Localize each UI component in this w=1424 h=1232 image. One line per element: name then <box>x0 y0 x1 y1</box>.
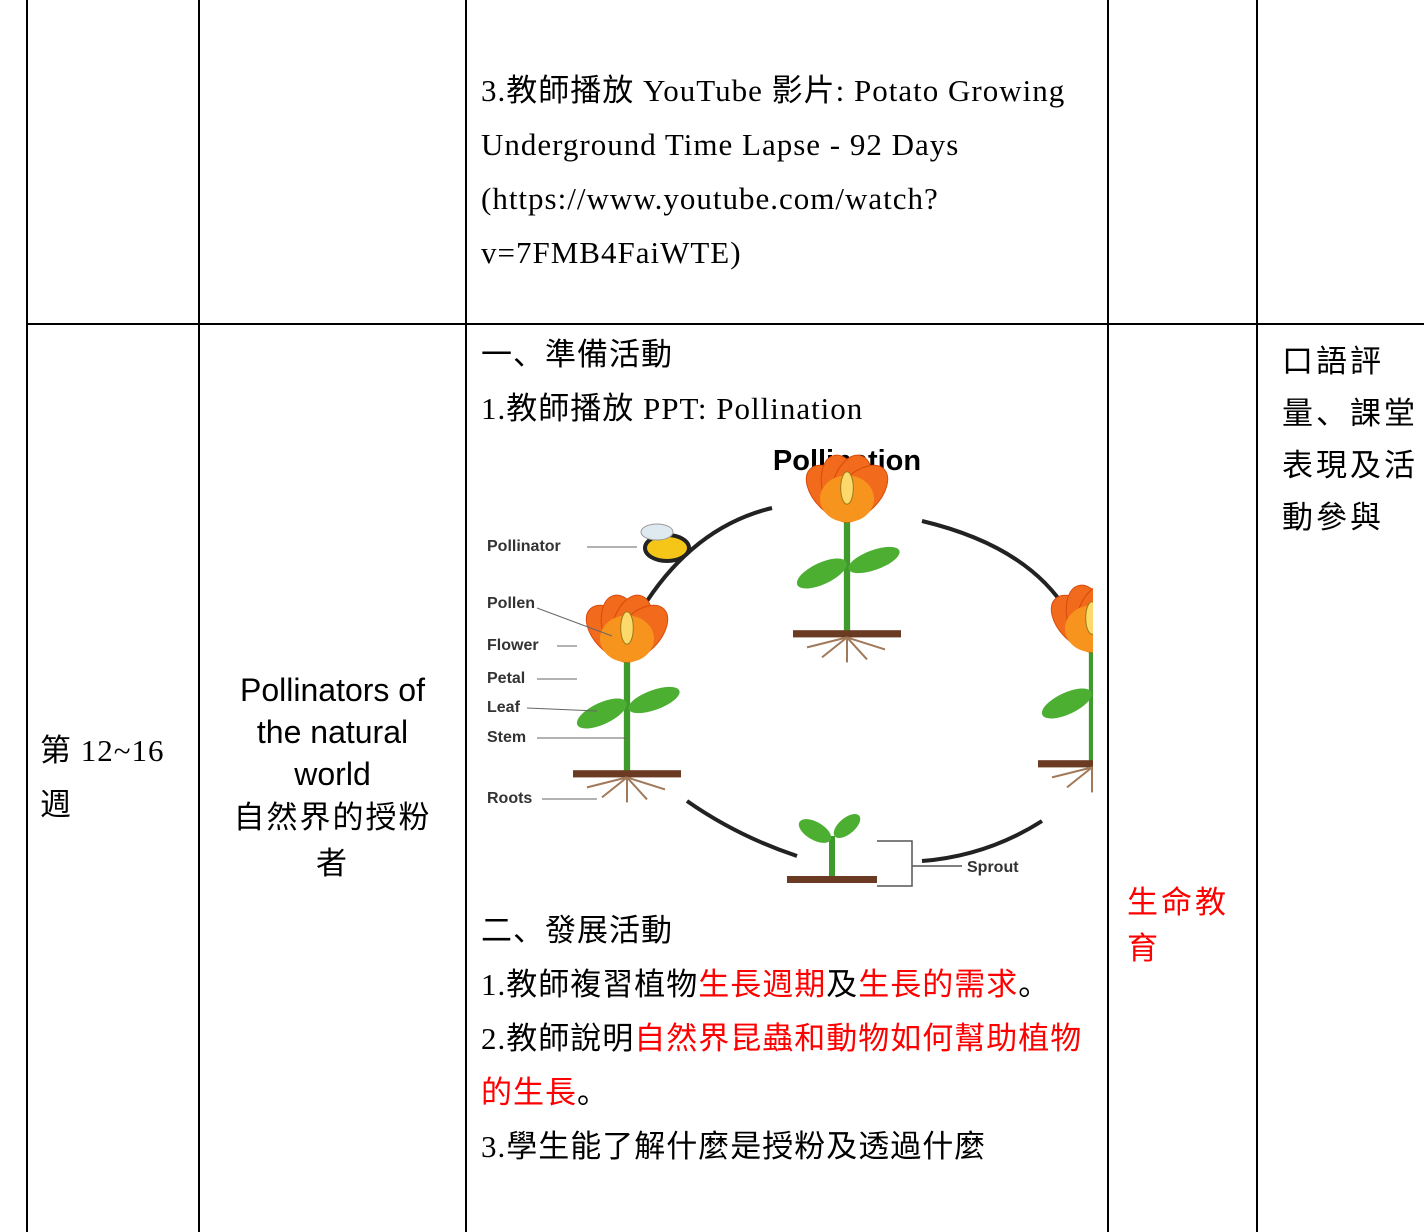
figure-label: Sprout <box>967 859 1019 876</box>
topic-en: Pollinators of the natural world <box>240 672 425 792</box>
paragraph: 2.教師說明自然界昆蟲和動物如何幫助植物的生長。 <box>467 1012 1107 1120</box>
soil <box>1038 760 1093 768</box>
cell <box>1256 0 1424 325</box>
text-run: 2.教師說明 <box>481 1021 635 1056</box>
cell: 生命教育 <box>1107 324 1256 1232</box>
leaf <box>848 546 900 574</box>
paragraph: 二、發展活動 <box>467 904 1107 958</box>
arrow <box>645 506 773 603</box>
text-run: 二、發展活動 <box>481 913 673 948</box>
soil <box>787 876 877 883</box>
paragraph: 一、準備活動 <box>467 324 1107 382</box>
leader-line <box>536 607 613 637</box>
pistil <box>840 471 854 505</box>
paragraph: 1.教師複習植物生長週期及生長的需求。 <box>467 958 1107 1012</box>
cell <box>1107 0 1256 325</box>
cell <box>198 0 465 325</box>
roots <box>806 636 886 663</box>
cell: 第 12~16 週 <box>26 324 198 1232</box>
text-run: 生長的需求 <box>858 967 1019 1002</box>
figure-label: Leaf <box>487 699 521 716</box>
leaf <box>833 814 861 838</box>
pistil <box>1085 601 1093 635</box>
cell <box>26 0 198 325</box>
figure-label: Petal <box>487 670 525 687</box>
issue: 生命教育 <box>1127 885 1229 966</box>
assessment: 口語評量、課堂表現及活動參與 <box>1282 344 1418 535</box>
topic-zh: 自然界的授粉者 <box>233 800 432 881</box>
topic: Pollinators of the natural world 自然界的授粉者 <box>200 324 465 1232</box>
text-run: 3.教師播放 YouTube 影片: Potato Growing Underg… <box>481 73 1066 270</box>
leaf <box>628 686 680 714</box>
week: 第 12~16 週 <box>40 733 165 822</box>
text-run: 生長週期 <box>698 967 827 1002</box>
text-run: 1.教師複習植物 <box>481 967 699 1002</box>
bee-wing <box>640 523 674 541</box>
text-run: 。 <box>1018 967 1051 1002</box>
paragraph: 3.學生能了解什麼是授粉及透過什麼 <box>467 1120 1107 1174</box>
paragraph: 3.教師播放 YouTube 影片: Potato Growing Underg… <box>467 0 1107 280</box>
soil <box>573 770 681 778</box>
figure-label: Pollinator <box>487 538 561 555</box>
text-run: 3.學生能了解什麼是授粉及透過什麼 <box>481 1129 987 1164</box>
cell: 3.教師播放 YouTube 影片: Potato Growing Underg… <box>465 0 1107 325</box>
figure-label: Pollen <box>487 595 535 612</box>
arrow <box>921 519 1069 613</box>
bracket <box>877 840 962 887</box>
figure-label: Stem <box>487 729 526 746</box>
leaf <box>796 558 847 589</box>
leaf <box>1041 688 1092 719</box>
figure: PollinationPollinatorPollenFlowerPetalLe… <box>487 445 1093 887</box>
soil <box>793 630 901 638</box>
roots <box>586 776 666 803</box>
text-run: 1.教師播放 PPT: Pollination <box>481 391 864 426</box>
figure-label: Roots <box>487 790 532 807</box>
text-run: 及 <box>826 967 859 1002</box>
leader-line <box>526 707 598 712</box>
text-run: 自然界昆蟲和動物如何幫助植物的生長 <box>481 1021 1083 1110</box>
cell: 口語評量、課堂表現及活動參與 <box>1256 324 1424 1232</box>
pistil <box>620 611 634 645</box>
paragraph: 1.教師播放 PPT: Pollination <box>467 382 1107 436</box>
arrow <box>921 819 1044 863</box>
cell: Pollinators of the natural world 自然界的授粉者 <box>198 324 465 1232</box>
leaf <box>576 698 627 729</box>
text-run: 。 <box>577 1075 609 1110</box>
roots <box>1051 766 1093 793</box>
figure-label: Flower <box>487 637 539 654</box>
leaf <box>798 819 832 843</box>
text-run: 一、準備活動 <box>481 337 673 372</box>
arrow <box>685 799 798 858</box>
